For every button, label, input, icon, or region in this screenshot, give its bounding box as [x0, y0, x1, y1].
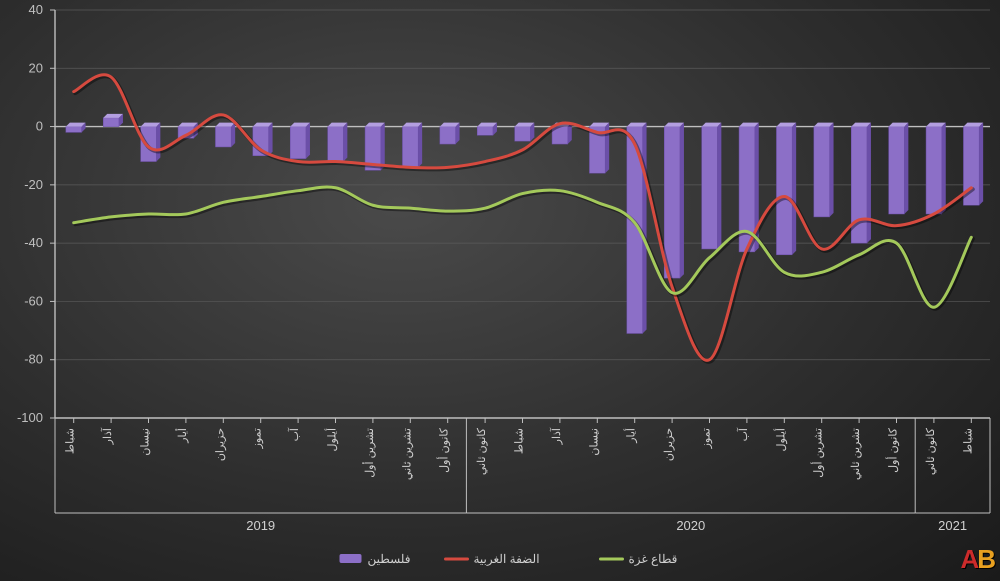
category-label: تشرين أول: [811, 428, 825, 478]
y-tick-label: -40: [24, 235, 43, 250]
category-label: كانون ثاني: [925, 427, 937, 475]
series-line: [74, 75, 972, 361]
category-label: آب: [737, 427, 750, 441]
bar-bevel-side: [717, 123, 721, 249]
bar: [477, 127, 493, 136]
category-label: شباط: [514, 428, 526, 454]
bar-bevel-side: [381, 123, 385, 171]
category-label: كانون أول: [886, 427, 900, 473]
category-label: نيسان: [588, 428, 600, 456]
year-label: 2020: [676, 518, 705, 533]
bar-bevel-side: [418, 123, 422, 168]
category-label: حزيران: [214, 428, 226, 461]
category-label: نيسان: [140, 428, 152, 456]
category-label: أيلول: [325, 428, 339, 451]
legend-label: الضفة الغربية: [474, 552, 540, 566]
bar-bevel-side: [979, 123, 983, 206]
y-tick-label: -60: [24, 293, 43, 308]
bar-bevel-side: [680, 123, 684, 279]
legend-swatch-bar: [340, 554, 362, 563]
bar: [402, 127, 418, 168]
bar-bevel-side: [643, 123, 647, 334]
bar: [776, 127, 792, 255]
bar: [103, 118, 119, 127]
y-tick-label: -100: [17, 410, 43, 425]
bar-bevel-side: [867, 123, 871, 244]
chart-svg: 40 20 0 -20 -40 -60 -80 -100 2019 2020 2021 شباط آذا…: [0, 0, 1000, 581]
category-label: حزيران: [663, 428, 675, 461]
bar-bevel-side: [269, 123, 273, 156]
category-label: شباط: [962, 428, 974, 454]
category-label: شباط: [65, 428, 77, 454]
category-label: تموز: [252, 428, 264, 449]
y-tick-label: 40: [29, 2, 43, 17]
bar-bevel-side: [830, 123, 834, 217]
year-label: 2019: [246, 518, 275, 533]
y-tick-label: -80: [24, 352, 43, 367]
chart-container: 40 20 0 -20 -40 -60 -80 -100 2019 2020 2021 شباط آذا…: [0, 0, 1000, 581]
bar-bevel-side: [231, 123, 235, 147]
legend-label: قطاع غزة: [629, 552, 678, 566]
category-label: آذار: [550, 427, 563, 445]
category-label: كانون أول: [437, 427, 451, 473]
category-label: آب: [288, 427, 301, 441]
category-label: أيار: [175, 428, 189, 444]
bar-bevel-side: [343, 123, 347, 162]
bar: [215, 127, 231, 147]
bar: [328, 127, 344, 162]
category-label: تشرين ثاني: [850, 428, 862, 480]
bar: [926, 127, 942, 214]
category-label: أيلول: [773, 428, 787, 451]
bar-bevel-side: [306, 123, 310, 159]
category-label: تموز: [701, 428, 713, 449]
logo-letter-a: A: [960, 544, 977, 574]
bar: [290, 127, 306, 159]
category-label: كانون ثاني: [476, 427, 488, 475]
bar: [66, 127, 82, 133]
bar-bevel-side: [156, 123, 160, 162]
watermark-logo: AB: [960, 544, 994, 575]
bar: [515, 127, 531, 142]
bar-bevel-side: [942, 123, 946, 214]
bar: [440, 127, 456, 144]
year-label: 2021: [938, 518, 967, 533]
bar-bevel-side: [792, 123, 796, 255]
y-tick-label: -20: [24, 177, 43, 192]
category-label: تشرين ثاني: [401, 428, 413, 480]
category-label: أيار: [624, 428, 638, 444]
legend-label: فلسطين: [368, 552, 411, 566]
bar: [702, 127, 718, 249]
category-label: تشرين أول: [362, 428, 376, 478]
bar: [889, 127, 905, 214]
logo-letter-b: B: [977, 544, 994, 574]
bar: [814, 127, 830, 217]
category-label: آذار: [101, 427, 114, 445]
y-tick-label: 20: [29, 60, 43, 75]
y-tick-label: 0: [36, 119, 43, 134]
bar-bevel-side: [904, 123, 908, 214]
